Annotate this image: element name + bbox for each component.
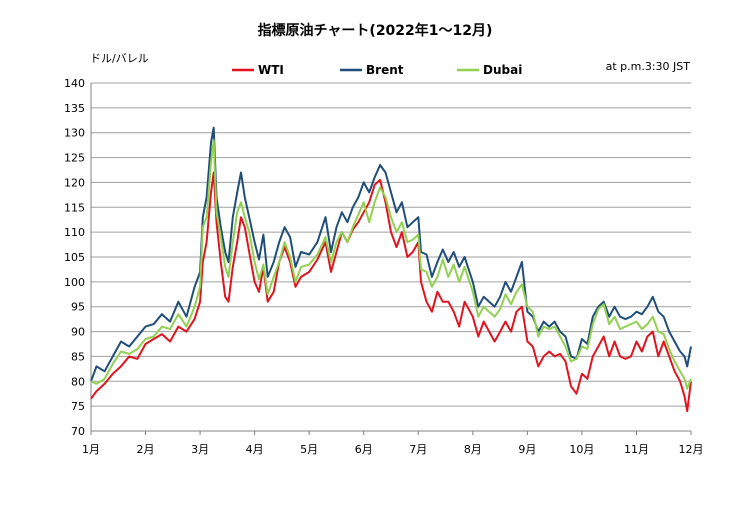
legend: WTI Brent Dubai	[232, 63, 522, 77]
y-tick-label: 75	[71, 400, 85, 413]
x-tick-label: 6月	[355, 443, 373, 456]
y-tick-label: 110	[64, 226, 85, 239]
series-lines	[90, 126, 692, 413]
x-axis-ticks: 1月 2月 3月 4月 5月 6月 7月 8月 9月 10月 11月 12月	[82, 431, 704, 456]
x-tick-label: 11月	[624, 443, 649, 456]
x-tick-label: 4月	[246, 443, 264, 456]
x-tick-label: 2月	[137, 443, 155, 456]
x-tick-label: 7月	[409, 443, 427, 456]
legend-label-brent: Brent	[366, 63, 404, 77]
y-tick-label: 120	[64, 176, 85, 189]
x-tick-label: 10月	[569, 443, 594, 456]
x-tick-label: 9月	[518, 443, 536, 456]
x-tick-label: 12月	[679, 443, 704, 456]
x-tick-label: 3月	[191, 443, 209, 456]
chart-title: 指標原油チャート(2022年1～12月)	[258, 22, 493, 39]
y-tick-label: 90	[71, 326, 85, 339]
y-tick-label: 125	[64, 152, 85, 165]
y-tick-label: 100	[64, 276, 85, 289]
y-tick-label: 80	[71, 375, 85, 388]
time-note: at p.m.3:30 JST	[606, 60, 691, 73]
legend-label-dubai: Dubai	[483, 63, 522, 77]
y-axis-ticks: 70 75 80 85 90 95 100 105 110 115 120 125 130 135 140	[64, 77, 85, 438]
series-line-brent	[90, 126, 692, 382]
legend-label-wti: WTI	[258, 63, 284, 77]
y-tick-label: 140	[64, 77, 85, 90]
y-tick-label: 135	[64, 102, 85, 115]
series-line-dubai	[90, 139, 692, 390]
y-tick-label: 85	[71, 350, 85, 363]
x-tick-label: 1月	[82, 443, 100, 456]
y-tick-label: 130	[64, 127, 85, 140]
y-tick-label: 70	[71, 425, 85, 438]
x-tick-label: 8月	[464, 443, 482, 456]
y-tick-label: 95	[71, 301, 85, 314]
grid-lines	[90, 82, 691, 432]
x-tick-label: 5月	[300, 443, 318, 456]
series-line-wti	[90, 171, 692, 413]
y-axis-unit-label: ドル/バレル	[90, 52, 149, 65]
y-tick-label: 115	[64, 201, 85, 214]
y-tick-label: 105	[64, 251, 85, 264]
